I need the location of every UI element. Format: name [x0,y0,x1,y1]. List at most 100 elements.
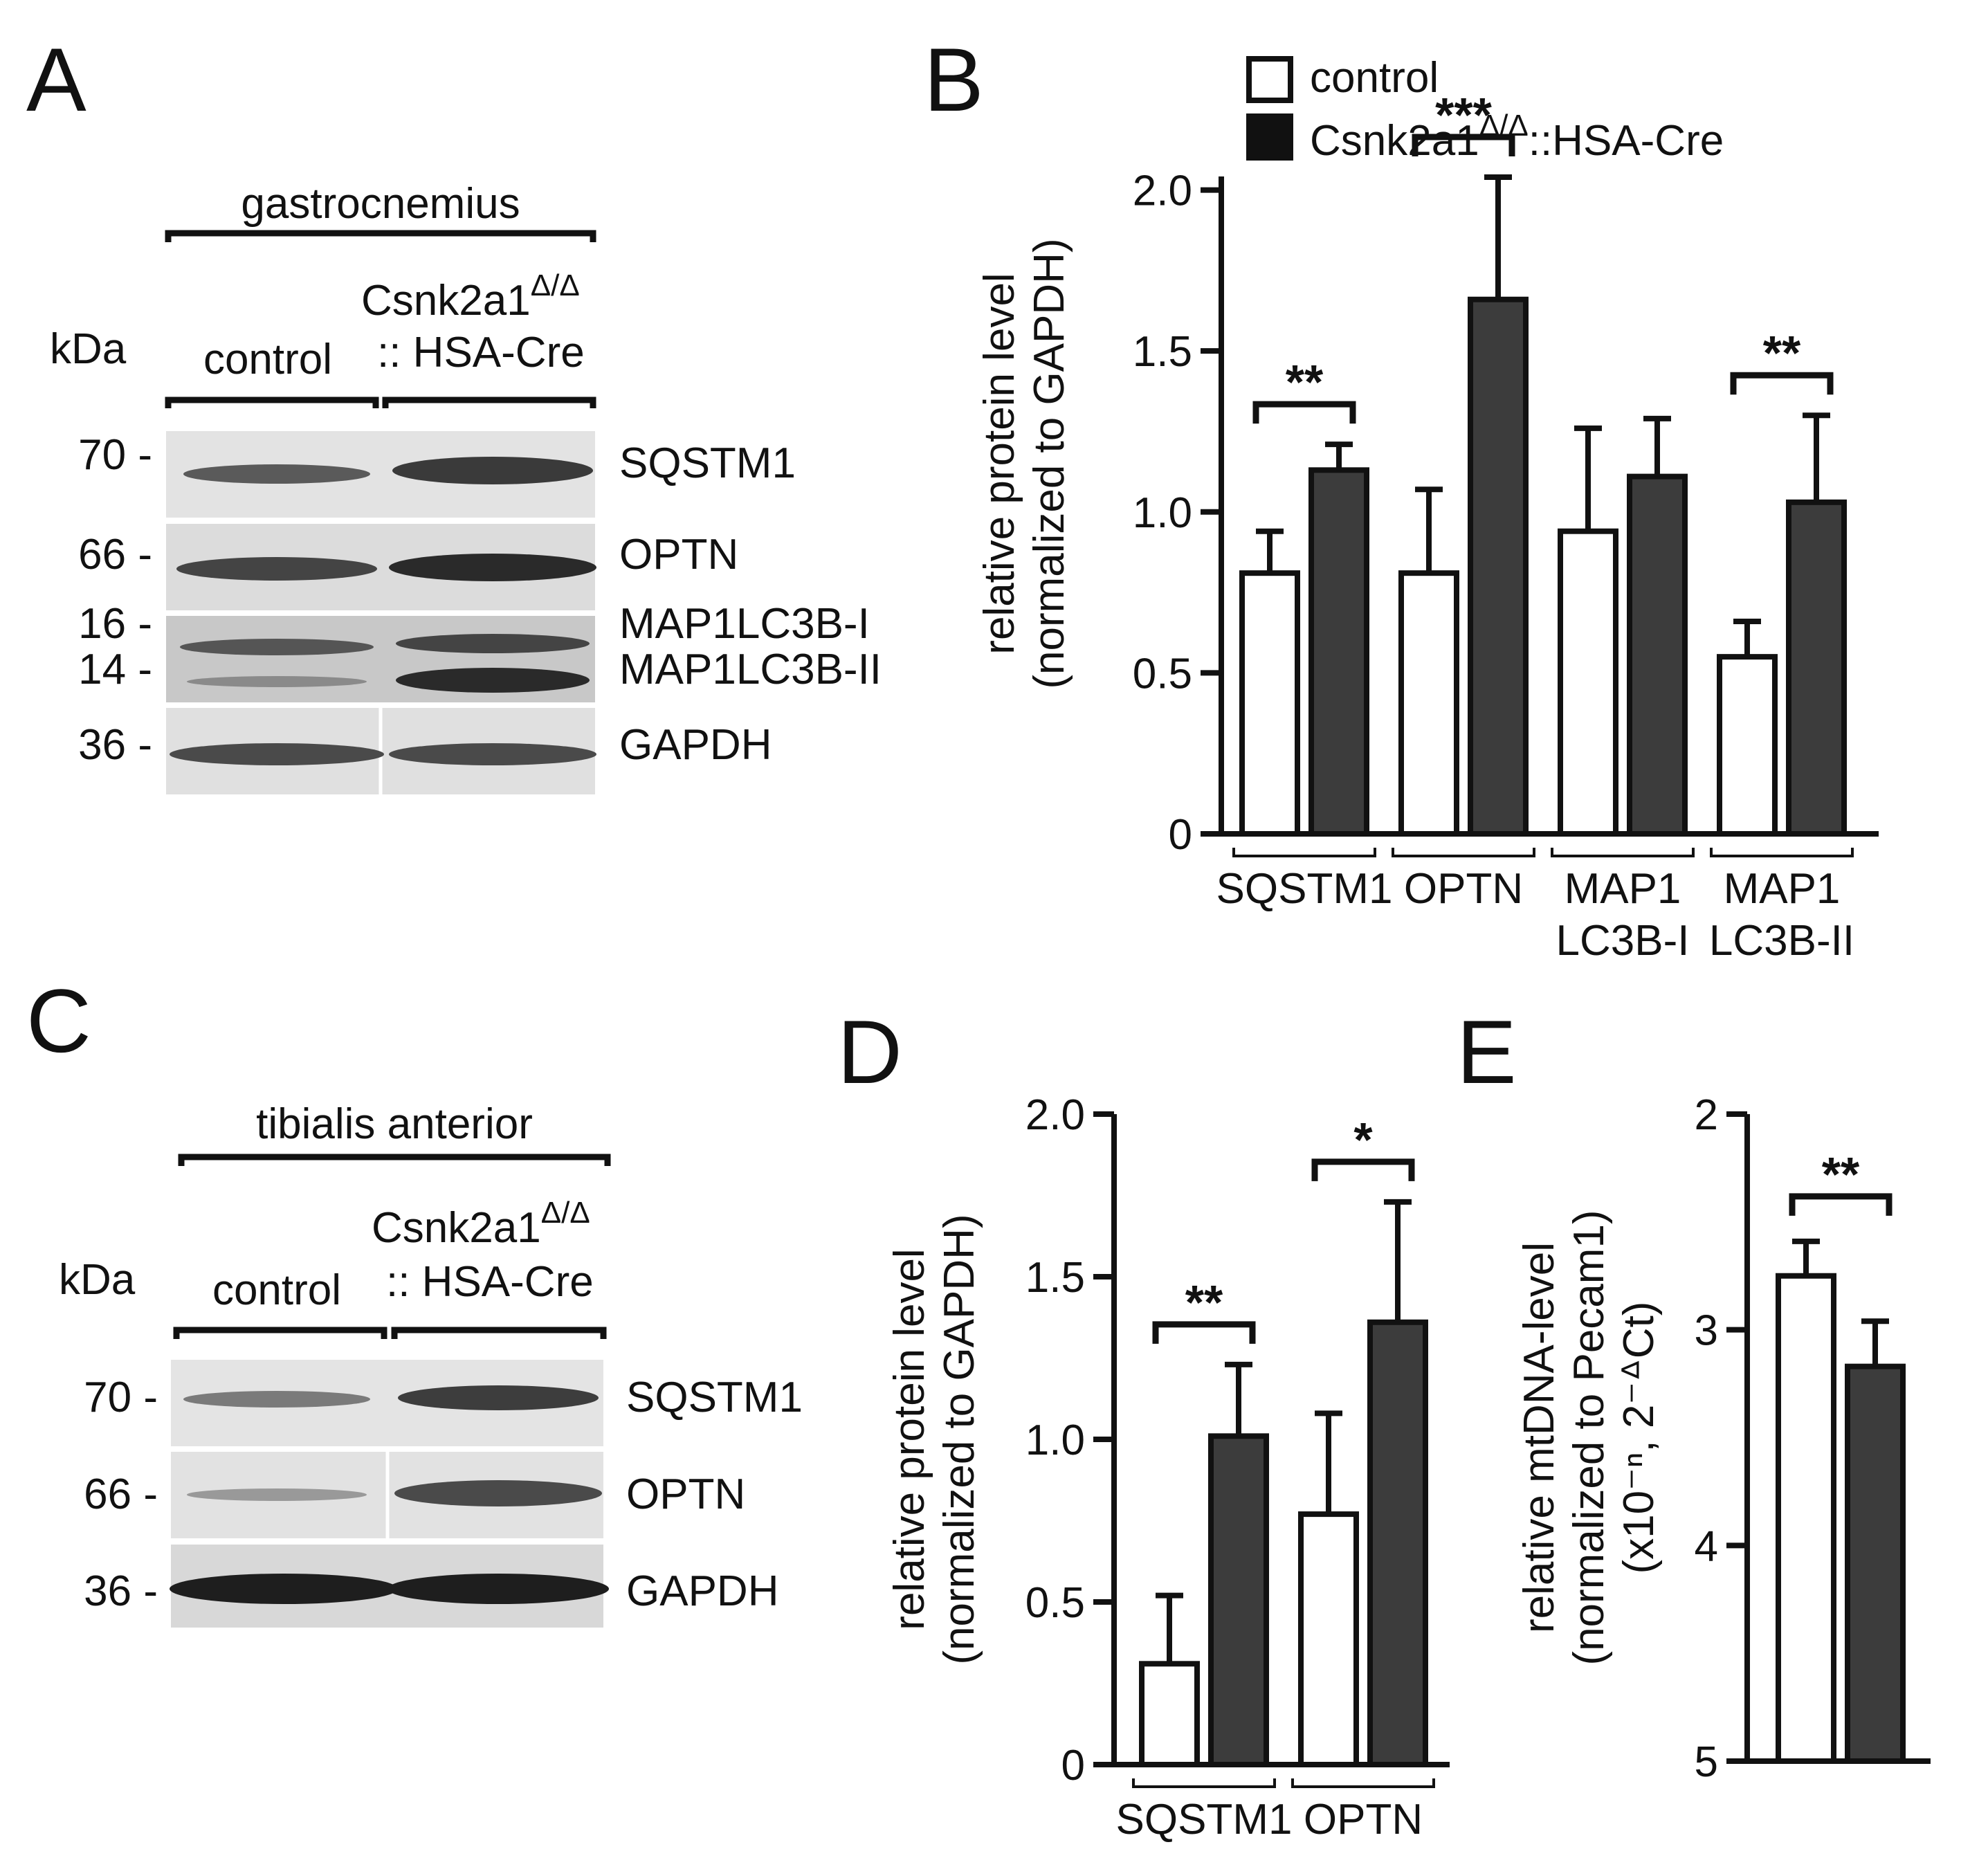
significance-label: ** [1822,1147,1860,1201]
category-bracket [1132,1778,1276,1788]
chart-d: 0 0.5 1.0 1.5 2.0 relative protein level (norm… [886,1091,1450,1843]
category-label: OPTN [1404,865,1523,913]
significance-bracket [1412,134,1515,156]
y-tick-label: 1.0 [1025,1417,1085,1464]
category-label: SQSTM1 [1116,1796,1293,1843]
y-axis-label: (normalized to Pecam1) [1565,1210,1613,1665]
bar-ko [1367,1319,1428,1768]
blot-a-band-optn-control [176,557,377,581]
blot-a-kda: kDa [50,325,127,373]
bar-ko [1468,296,1529,837]
blot-c-kda: kDa [59,1256,136,1304]
bar-control [1717,654,1778,837]
blot-c-protein-sqstm1: SQSTM1 [626,1374,803,1421]
blot-a-marker-70: 70 - [78,431,152,479]
panel-label-d: D [837,1001,902,1102]
blot-a-marker-36: 36 - [78,721,152,769]
blot-a-protein-lc3i: MAP1LC3B-I [619,600,870,648]
bar-control [1776,1273,1836,1764]
blot-c-col-control: control [212,1266,341,1314]
blot-c: tibialis anterior Csnk2a1Δ/Δ :: HSA-Cre … [59,1100,803,1628]
category-bracket [1232,848,1376,857]
blot-a-protein-optn: OPTN [619,531,738,579]
legend-swatch-ko [1246,113,1293,161]
blot-c-marker-70: 70 - [84,1374,158,1421]
category-bracket [1551,848,1695,857]
blot-a-protein-sqstm1: SQSTM1 [619,439,796,487]
y-tick-label: 2.0 [1133,167,1192,215]
panel-label-e: E [1457,1001,1517,1102]
y-axis-label: relative protein level [886,1248,933,1630]
significance-label: *** [1435,88,1492,142]
blot-c-marker-36: 36 - [84,1567,158,1615]
blot-a-protein-lc3ii: MAP1LC3B-II [619,646,882,693]
y-axis-label: (normalized to GAPDH) [936,1214,983,1664]
y-tick-label: 1.5 [1025,1254,1085,1302]
significance-label: * [1353,1113,1373,1167]
y-tick-label: 2 [1695,1091,1718,1139]
blot-a-tissue: gastrocnemius [241,180,520,228]
blot-a-marker-14: 14 - [78,646,152,693]
panel-label-c: C [26,970,91,1071]
bar-control [1398,570,1459,837]
blot-a-ko-bracket [382,397,596,408]
y-tick-label: 0 [1061,1742,1085,1790]
y-tick-label: 0.5 [1133,650,1192,698]
blot-c-ko-line2: :: HSA-Cre [386,1258,594,1306]
significance-label: ** [1185,1275,1223,1329]
panel-label-a: A [26,29,86,130]
bar-ko [1308,467,1369,837]
blot-a-band-lc3i-ko [396,634,590,653]
blot-a-band-sqstm1-control [183,464,370,484]
y-tick-label: 3 [1695,1307,1718,1355]
bar-control [1558,528,1618,837]
bar-ko [1786,499,1847,837]
y-tick-label: 5 [1695,1738,1718,1786]
chart-b: 0 0.5 1.0 1.5 2.0 relative protein level (norm… [976,88,1879,965]
blot-c-tissue: tibialis anterior [256,1100,533,1148]
blot-c-protein-gapdh: GAPDH [626,1567,778,1615]
category-label: LC3B-I [1556,917,1690,965]
blot-c-band-gapdh-control [170,1574,398,1604]
blot-a-control-bracket [165,397,379,408]
bar-control [1239,570,1300,837]
blot-c-band-optn-ko [394,1480,602,1506]
blot-a-band-lc3i-control [180,639,374,655]
blot-a-band-optn-ko [389,554,596,581]
significance-bracket [1152,1321,1256,1344]
bar-control [1298,1511,1359,1768]
blot-c-tissue-bracket [178,1154,611,1166]
legend-label-control: control [1310,54,1439,102]
blot-c-marker-66: 66 - [84,1470,158,1518]
y-axis-label: relative mtDNA-level [1515,1242,1563,1633]
category-bracket [1710,848,1854,857]
blot-a-marker-66: 66 - [78,531,152,579]
legend: control Csnk2a1Δ/Δ::HSA-Cre [1246,54,1724,165]
panel-label-b: B [924,29,984,130]
blot-a-tissue-bracket [165,230,596,242]
blot-a-marker-16: 16 - [78,600,152,648]
blot-a-band-lc3ii-control [187,676,367,687]
blot-c-ko-line1: Csnk2a1Δ/Δ [372,1196,590,1252]
chart-e: 2 3 4 5 relative mtDNA-level (normalized to P… [1515,1091,1931,1786]
significance-bracket [1789,1193,1893,1216]
significance-bracket [1730,372,1834,395]
y-tick-label: 1.5 [1133,328,1192,376]
legend-swatch-control [1246,56,1293,103]
blot-c-protein-optn: OPTN [626,1470,745,1518]
category-bracket [1291,1778,1435,1788]
significance-label: ** [1286,355,1324,409]
significance-bracket [1252,401,1356,424]
blot-a-protein-gapdh: GAPDH [619,721,772,769]
blot-c-band-gapdh-ko [387,1574,609,1604]
blot-a-ko-line2: :: HSA-Cre [377,329,585,376]
blot-a-band-sqstm1-ko [392,457,593,484]
blot-c-band-sqstm1-control [183,1391,370,1408]
category-bracket [1392,848,1535,857]
bar-control [1139,1661,1200,1768]
y-tick-label: 2.0 [1025,1091,1085,1139]
blot-a-ko-line1: Csnk2a1Δ/Δ [361,268,580,325]
y-tick-label: 0.5 [1025,1579,1085,1627]
blot-c-band-optn-control [187,1488,367,1501]
